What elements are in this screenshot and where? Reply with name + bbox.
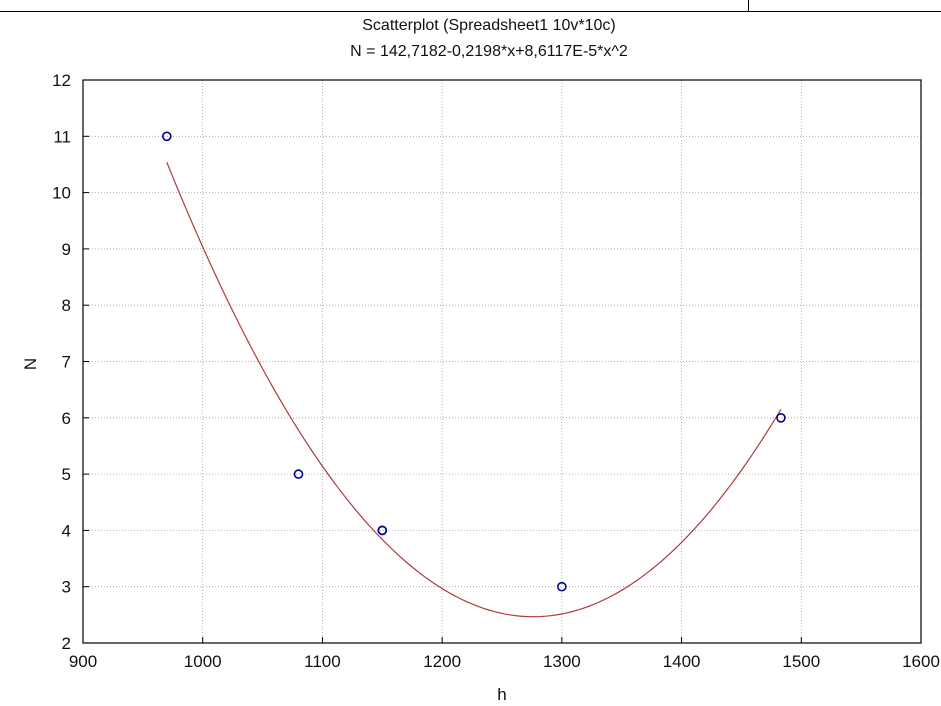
y-tick-label: 10 <box>52 184 71 203</box>
x-tick-label: 900 <box>69 652 97 671</box>
data-points <box>162 131 786 592</box>
x-tick-label: 1300 <box>543 652 581 671</box>
y-tick-label: 7 <box>62 353 71 372</box>
x-axis: 900 1000 1100 1200 1300 1400 1500 1600 <box>69 637 940 671</box>
frame-rule <box>0 11 941 12</box>
y-tick-label: 4 <box>62 521 71 540</box>
y-tick-label: 5 <box>62 465 71 484</box>
plot-area-frame <box>82 79 922 644</box>
data-point <box>776 412 786 423</box>
y-tick-label: 12 <box>52 71 71 90</box>
fit-curve <box>166 161 782 618</box>
x-tick-label: 1400 <box>663 652 701 671</box>
chart-subtitle: N = 142,7182-0,2198*x+8,6117E-5*x^2 <box>350 43 628 60</box>
x-tick-label: 1200 <box>423 652 461 671</box>
x-tick-label: 1100 <box>304 652 341 671</box>
frame-divider <box>748 0 749 12</box>
data-point <box>162 131 172 142</box>
x-tick-label: 1600 <box>902 652 940 671</box>
x-tick-label: 1000 <box>184 652 222 671</box>
y-tick-label: 8 <box>62 296 71 315</box>
y-tick-label: 6 <box>62 409 71 428</box>
y-tick-label: 9 <box>62 240 71 259</box>
y-tick-label: 2 <box>62 634 71 653</box>
data-point <box>377 525 388 536</box>
y-tick-label: 11 <box>53 127 71 146</box>
grid-lines <box>83 80 921 643</box>
data-point <box>293 469 304 479</box>
x-tick-label: 1500 <box>782 652 820 671</box>
y-axis: 2 3 4 5 6 7 8 9 10 11 12 <box>52 71 89 653</box>
y-tick-label: 3 <box>62 578 71 597</box>
document-frame-top <box>0 0 941 12</box>
y-axis-label: N <box>21 358 40 370</box>
chart-title: Scatterplot (Spreadsheet1 10v*10c) <box>362 17 615 34</box>
x-axis-label: h <box>497 685 506 704</box>
data-point <box>557 581 567 592</box>
